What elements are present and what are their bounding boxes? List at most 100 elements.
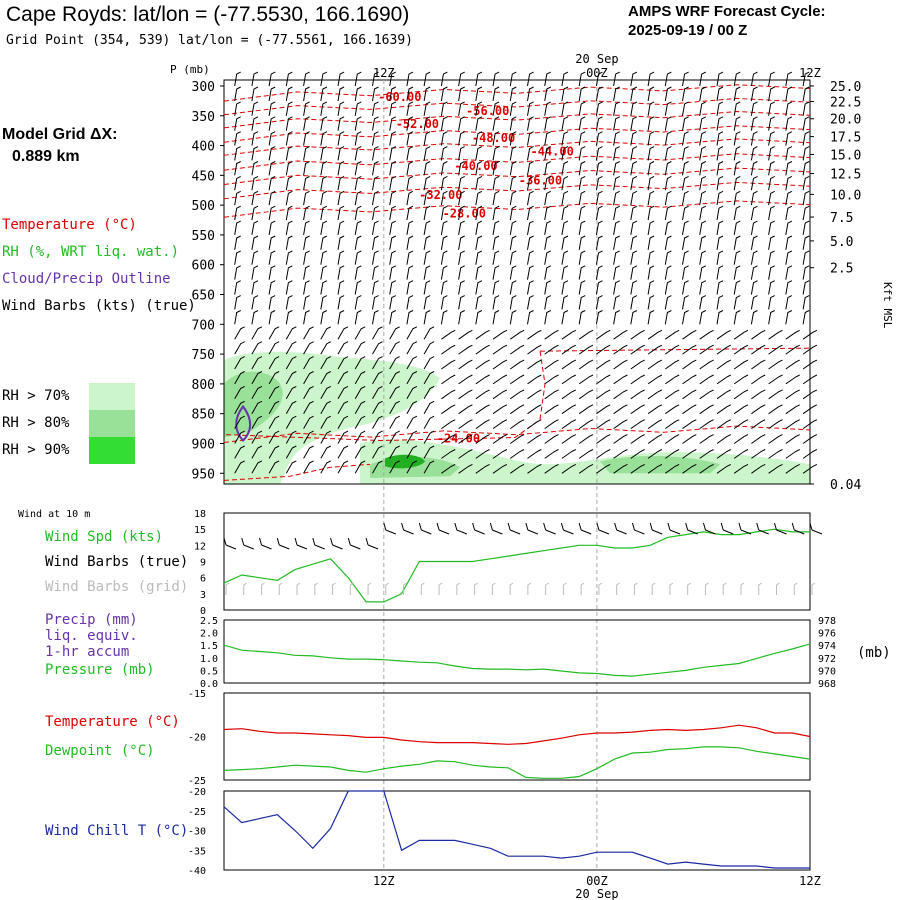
wind-barb	[303, 415, 314, 429]
wind-barb	[544, 265, 552, 280]
wind-barb	[665, 344, 680, 355]
wind-tick-label: 0	[200, 606, 206, 617]
wind-tick-label: 3	[200, 590, 206, 601]
wind-barb	[441, 404, 456, 415]
wind-barb	[303, 250, 310, 265]
wind-barb	[475, 374, 490, 385]
wind-barb	[682, 205, 689, 221]
wind-barb	[613, 250, 620, 265]
wind-barb	[630, 434, 645, 444]
wind-barb	[802, 235, 810, 250]
wind-barb	[372, 326, 383, 340]
wind-barb	[716, 146, 724, 161]
wind-barb	[354, 326, 366, 340]
wind-barb	[406, 356, 418, 370]
wind-barb	[578, 175, 586, 191]
wind-barb	[682, 71, 689, 87]
wind-barb	[475, 310, 483, 325]
wind-barb	[699, 434, 714, 444]
wind-barb	[802, 116, 810, 131]
temperature-contour	[223, 125, 811, 143]
wind-barb	[268, 310, 276, 325]
wind-barb	[337, 445, 349, 459]
wind-barb	[664, 161, 672, 176]
height-axis-title: Kft MSL	[881, 282, 894, 329]
wind-barb	[303, 295, 310, 310]
wind-barb-grid	[403, 582, 407, 595]
wind-barb	[527, 280, 534, 295]
wind-barb	[492, 329, 508, 340]
wind-barb-10m	[720, 522, 734, 535]
wind-barb	[716, 344, 732, 355]
wind-barb-10m	[241, 537, 254, 550]
wind-barb	[716, 463, 732, 474]
wind-barb	[630, 463, 645, 474]
wind-barb	[492, 449, 508, 459]
wind-barb	[664, 220, 672, 235]
wind-barb	[458, 190, 465, 206]
wind-barb	[251, 341, 263, 355]
wind-barb	[665, 374, 680, 385]
temperature-contour	[223, 200, 811, 218]
wind-barb	[802, 344, 818, 355]
wind-barb	[647, 463, 663, 474]
wind-barb	[595, 280, 603, 295]
wind-barb	[389, 326, 400, 340]
wind-barb	[544, 86, 552, 101]
wind-barb	[475, 175, 483, 191]
wind-barb	[613, 190, 620, 206]
wind-barb	[561, 205, 569, 221]
wind-barb	[613, 131, 620, 146]
wind-barb	[475, 419, 490, 430]
bottom-date-label: 20 Sep	[575, 887, 618, 900]
wind-barb-10m	[543, 522, 556, 535]
wind-barb	[561, 329, 577, 340]
wind-barb-grid	[278, 582, 283, 595]
wind-barb	[268, 430, 280, 444]
wind-barb	[510, 404, 525, 415]
wind-barb	[716, 190, 724, 206]
wind-barb	[578, 359, 594, 370]
wind-barb	[802, 463, 818, 474]
wind-barb	[733, 116, 741, 131]
pressure-tick-label: 400	[192, 140, 215, 155]
wind-barb	[337, 326, 349, 340]
wind-barb-grid	[580, 582, 585, 595]
wind-barb	[664, 310, 672, 325]
wind-barb	[509, 71, 517, 87]
wind-barb	[768, 146, 775, 161]
wind-barb	[751, 374, 766, 385]
wind-barb	[785, 205, 793, 221]
wind-barb	[440, 146, 448, 161]
wind-barb	[716, 161, 724, 176]
wind-barb	[303, 146, 310, 161]
wind-barb	[716, 220, 724, 235]
wind-barb	[234, 190, 241, 206]
wind-barb	[234, 430, 245, 444]
wind-barb	[544, 161, 552, 176]
wind-barb	[682, 389, 697, 400]
wind-barb	[595, 220, 603, 235]
height-tick-label: 7.5	[830, 211, 853, 226]
wind-barb	[802, 389, 818, 400]
wind-barb	[802, 419, 818, 430]
wind-barb	[354, 116, 362, 131]
wind-barb	[613, 235, 620, 250]
wind-barb	[441, 374, 456, 385]
temperature-contour-label: -28.00	[443, 206, 486, 220]
wind-barb	[423, 310, 431, 325]
wind-barb	[561, 389, 577, 400]
pressure-axis-title: P (mb)	[170, 63, 210, 76]
wind-barb-grid	[491, 582, 496, 595]
wind-barb	[268, 250, 276, 265]
wind-barb	[699, 116, 707, 131]
wind-barb	[527, 265, 534, 280]
wind-barb	[251, 265, 259, 280]
wind-barb	[251, 326, 263, 340]
wind-barb	[647, 71, 655, 87]
wind-barb	[406, 310, 414, 325]
wind-barb	[750, 131, 758, 146]
wind-barb	[664, 86, 672, 101]
wind-barb	[750, 220, 758, 235]
wind-barb	[716, 359, 732, 370]
